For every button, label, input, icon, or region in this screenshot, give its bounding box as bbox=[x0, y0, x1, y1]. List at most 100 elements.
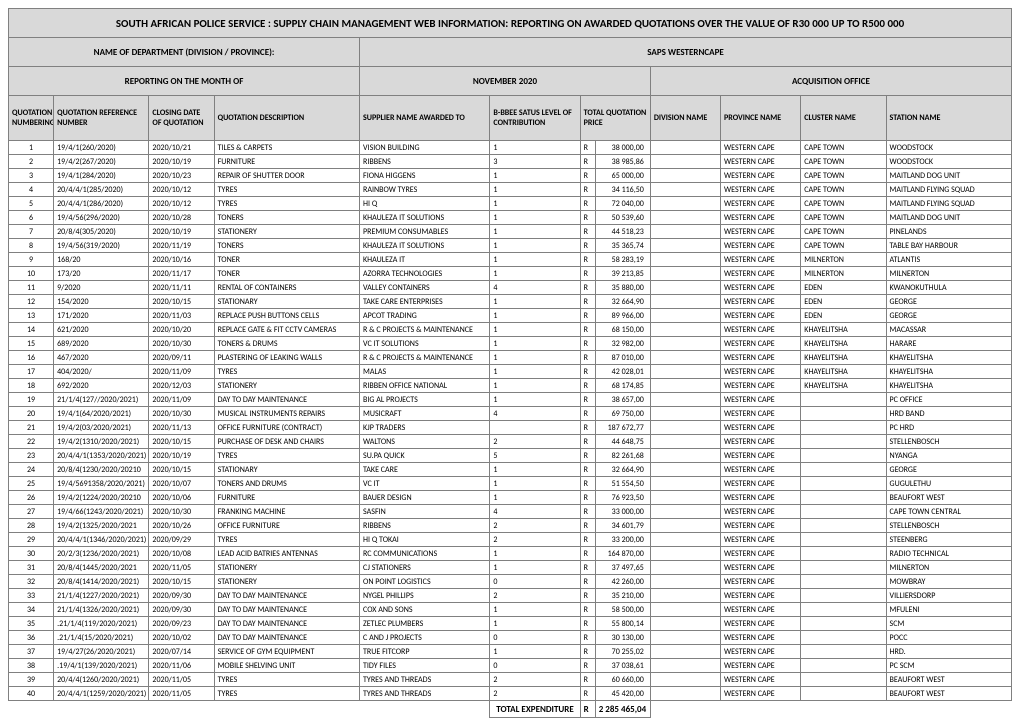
table-row: 2519/4/5691358/2020/2021)2020/10/07TONER… bbox=[9, 477, 1012, 491]
column-header-row: QUOTATION NUMBERINGQUOTATION REFERENCE N… bbox=[9, 96, 1012, 141]
table-cell: TILES & CARPETS bbox=[214, 141, 359, 155]
table-cell bbox=[650, 561, 720, 575]
table-cell: 24 bbox=[9, 463, 54, 477]
table-cell: 70 255,02 bbox=[595, 645, 650, 659]
table-cell: WESTERN CAPE bbox=[721, 225, 801, 239]
table-cell: R bbox=[580, 169, 595, 183]
table-row: 2420/8/4(1230/2020/202102020/10/15STATIO… bbox=[9, 463, 1012, 477]
table-cell: R bbox=[580, 309, 595, 323]
table-cell bbox=[650, 211, 720, 225]
table-cell: R bbox=[580, 449, 595, 463]
table-cell: 1 bbox=[9, 141, 54, 155]
table-row: 319/4/1(284/2020)2020/10/23REPAIR OF SHU… bbox=[9, 169, 1012, 183]
table-row: 3421/1/4(1326/2020/2021)2020/09/30DAY TO… bbox=[9, 603, 1012, 617]
table-cell: 35 bbox=[9, 617, 54, 631]
table-cell: WESTERN CAPE bbox=[721, 463, 801, 477]
table-cell: 3 bbox=[490, 155, 580, 169]
table-cell: TYRES bbox=[214, 687, 359, 701]
table-cell: 2020/07/14 bbox=[149, 645, 214, 659]
table-row: 3719/4/27(26/2020/2021)2020/07/14SERVICE… bbox=[9, 645, 1012, 659]
table-row: 16467/20202020/09/11PLASTERING OF LEAKIN… bbox=[9, 351, 1012, 365]
table-cell: WESTERN CAPE bbox=[721, 673, 801, 687]
table-cell bbox=[650, 295, 720, 309]
table-cell bbox=[801, 477, 886, 491]
table-cell: 2020/10/08 bbox=[149, 547, 214, 561]
table-cell: R bbox=[580, 141, 595, 155]
table-cell: CAPE TOWN bbox=[801, 183, 886, 197]
table-cell: TONERS bbox=[214, 239, 359, 253]
table-cell: 38 000,00 bbox=[595, 141, 650, 155]
table-cell: STATIONARY bbox=[214, 295, 359, 309]
table-cell: MOBILE SHELVING UNIT bbox=[214, 659, 359, 673]
table-cell bbox=[650, 687, 720, 701]
table-cell bbox=[650, 519, 720, 533]
table-cell: C AND J PROJECTS bbox=[360, 631, 490, 645]
table-cell: LEAD ACID BATRIES ANTENNAS bbox=[214, 547, 359, 561]
table-cell: 2 bbox=[490, 519, 580, 533]
table-cell: RAINBOW TYRES bbox=[360, 183, 490, 197]
table-cell: 1 bbox=[490, 183, 580, 197]
table-cell: 1 bbox=[490, 337, 580, 351]
table-cell: WESTERN CAPE bbox=[721, 687, 801, 701]
table-cell: R bbox=[580, 603, 595, 617]
table-cell bbox=[650, 617, 720, 631]
month-value: NOVEMBER 2020 bbox=[360, 67, 651, 96]
table-cell bbox=[801, 547, 886, 561]
table-cell bbox=[650, 421, 720, 435]
table-row: 819/4/56(319/2020)2020/11/19TONERSKHAULE… bbox=[9, 239, 1012, 253]
table-row: 9168/202020/10/16TONERKHAULEZA IT1R58 28… bbox=[9, 253, 1012, 267]
table-cell: 2020/11/09 bbox=[149, 365, 214, 379]
table-cell: 1 bbox=[490, 225, 580, 239]
table-cell: R bbox=[580, 519, 595, 533]
table-cell: 0 bbox=[490, 575, 580, 589]
table-cell: STELLENBOSCH bbox=[886, 435, 1011, 449]
table-cell: 25 bbox=[9, 477, 54, 491]
table-cell bbox=[801, 687, 886, 701]
table-cell: STATIONERY bbox=[214, 561, 359, 575]
table-row: 14621/20202020/10/20REPLACE GATE & FIT C… bbox=[9, 323, 1012, 337]
table-cell: 2020/09/29 bbox=[149, 533, 214, 547]
table-cell: GEORGE bbox=[886, 295, 1011, 309]
table-cell: CAPE TOWN bbox=[801, 141, 886, 155]
table-cell: ATLANTIS bbox=[886, 253, 1011, 267]
table-cell: CAPE TOWN bbox=[801, 169, 886, 183]
table-cell: 37 497,65 bbox=[595, 561, 650, 575]
table-cell: TYRES AND THREADS bbox=[360, 673, 490, 687]
table-row: 619/4/56(296/2020)2020/10/28TONERSKHAULE… bbox=[9, 211, 1012, 225]
table-cell: STATIONERY bbox=[214, 575, 359, 589]
table-cell: DAY TO DAY MAINTENANCE bbox=[214, 631, 359, 645]
table-cell: 32 bbox=[9, 575, 54, 589]
table-cell: R bbox=[580, 491, 595, 505]
table-cell: 20/8/4(1445/2020/2021 bbox=[54, 561, 149, 575]
table-cell: 2020/11/05 bbox=[149, 687, 214, 701]
table-cell: WESTERN CAPE bbox=[721, 589, 801, 603]
table-cell: R bbox=[580, 659, 595, 673]
table-cell: 40 bbox=[9, 687, 54, 701]
table-cell: WESTERN CAPE bbox=[721, 351, 801, 365]
table-cell: BEAUFORT WEST bbox=[886, 687, 1011, 701]
table-cell: BAUER DESIGN bbox=[360, 491, 490, 505]
table-cell: 2020/11/13 bbox=[149, 421, 214, 435]
table-cell: R bbox=[580, 505, 595, 519]
table-cell: R bbox=[580, 673, 595, 687]
column-header: QUOTATION REFERENCE NUMBER bbox=[54, 96, 149, 141]
table-cell: 44 648,75 bbox=[595, 435, 650, 449]
table-cell: 27 bbox=[9, 505, 54, 519]
table-cell: 20/4/4/1(1353/2020/2021) bbox=[54, 449, 149, 463]
table-cell: R bbox=[580, 421, 595, 435]
table-cell: 1 bbox=[490, 463, 580, 477]
table-cell: R bbox=[580, 197, 595, 211]
table-cell bbox=[650, 491, 720, 505]
table-cell: 34 116,50 bbox=[595, 183, 650, 197]
table-cell: 82 261,68 bbox=[595, 449, 650, 463]
table-cell: MILNERTON bbox=[801, 253, 886, 267]
table-cell: STELLENBOSCH bbox=[886, 519, 1011, 533]
table-cell: 50 539,60 bbox=[595, 211, 650, 225]
table-cell: 19/4/2(267/2020) bbox=[54, 155, 149, 169]
table-cell: 7 bbox=[9, 225, 54, 239]
table-cell: 38 657,00 bbox=[595, 393, 650, 407]
table-cell: 19/4/1(284/2020) bbox=[54, 169, 149, 183]
table-cell: GUGULETHU bbox=[886, 477, 1011, 491]
table-cell: VISION BUILDING bbox=[360, 141, 490, 155]
table-cell: WESTERN CAPE bbox=[721, 533, 801, 547]
